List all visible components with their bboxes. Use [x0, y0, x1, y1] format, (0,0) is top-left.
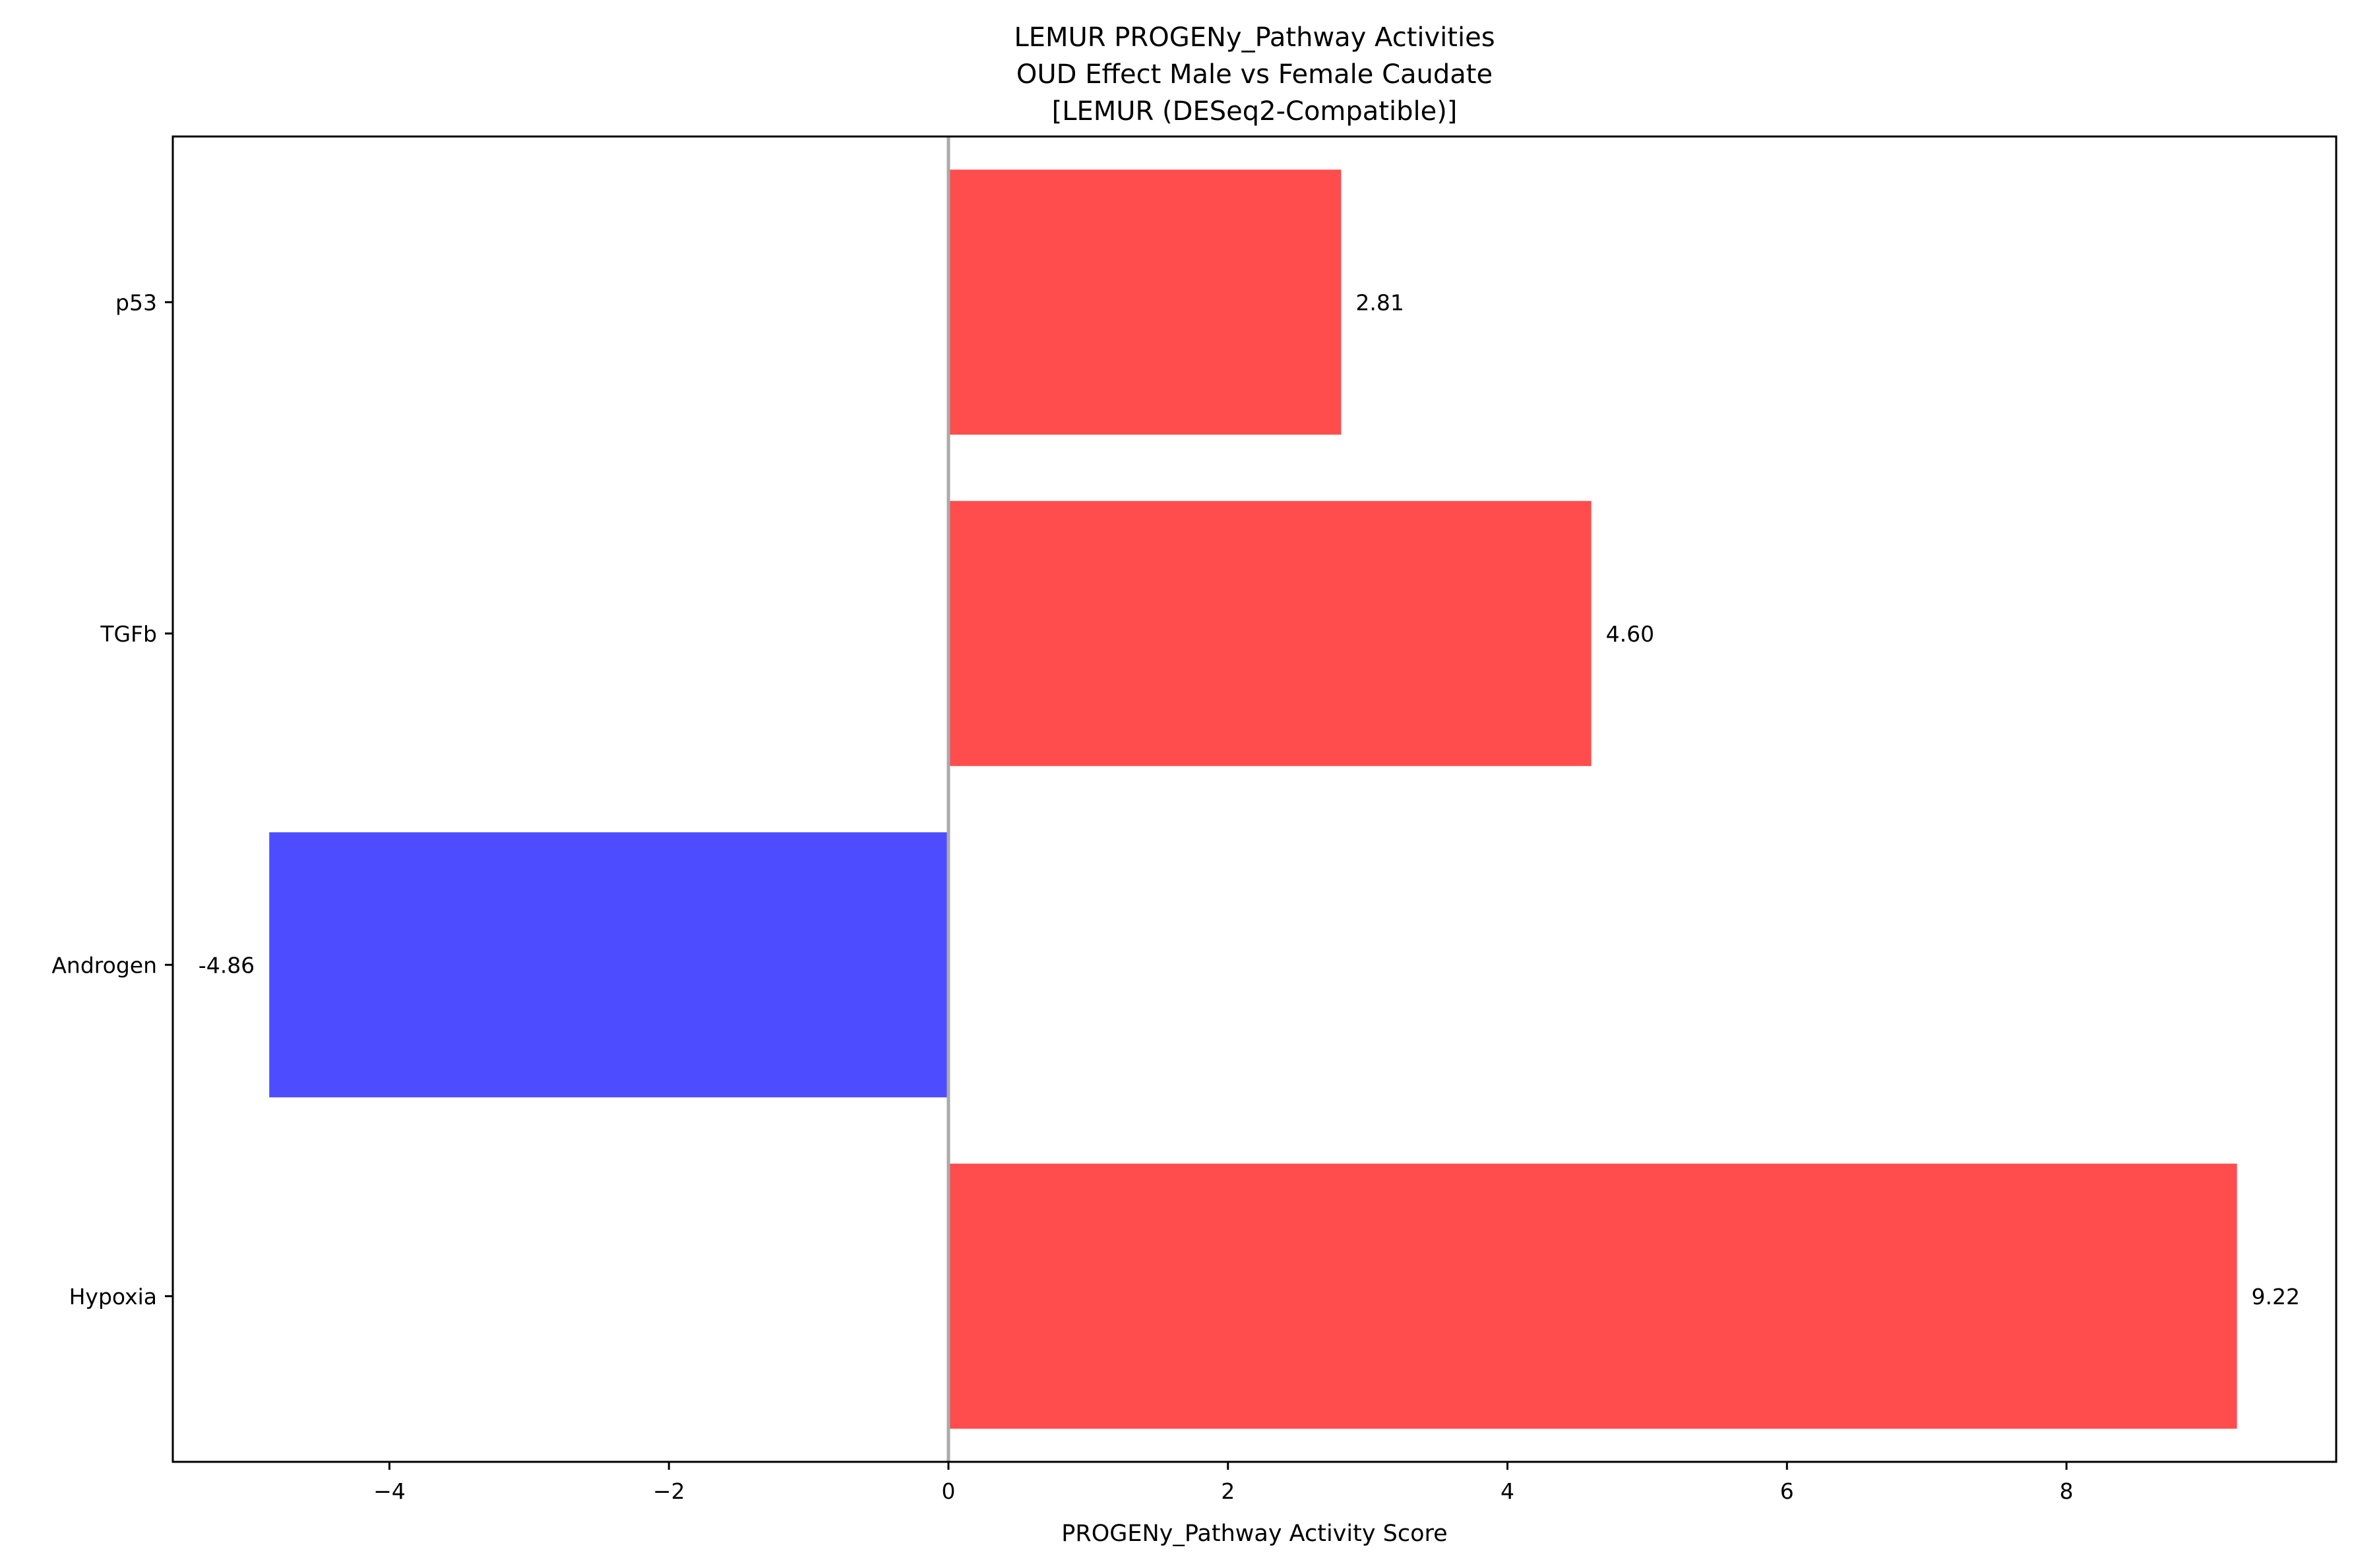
x-tick-label: 4	[1501, 1478, 1514, 1504]
y-tick-label-tgfb: TGFb	[100, 621, 157, 647]
bar-tgfb	[948, 500, 1592, 766]
x-axis-ticks: −4 −2 0 2 4 6 8	[373, 1462, 2074, 1504]
x-tick-label: 2	[1221, 1478, 1235, 1504]
y-tick-label-p53: p53	[115, 289, 157, 315]
x-tick-label: −4	[373, 1478, 406, 1504]
bar-p53	[948, 169, 1342, 435]
chart-title-line-3: [LEMUR (DESeq2-Compatible)]	[1052, 96, 1458, 127]
x-tick-label: 0	[941, 1478, 955, 1504]
bars	[269, 169, 2237, 1429]
x-axis-label: PROGENy_Pathway Activity Score	[1061, 1521, 1447, 1547]
bar-value-label-tgfb: 4.60	[1606, 621, 1654, 647]
bar-value-label-hypoxia: 9.22	[2252, 1284, 2300, 1310]
bar-androgen	[269, 832, 948, 1098]
y-tick-label-androgen: Androgen	[51, 952, 157, 978]
y-tick-label-hypoxia: Hypoxia	[69, 1284, 157, 1310]
x-tick-label: 6	[1780, 1478, 1794, 1504]
bar-hypoxia	[948, 1163, 2237, 1429]
bar-value-labels: 2.81 4.60 -4.86 9.22	[199, 289, 2300, 1310]
bar-value-label-androgen: -4.86	[199, 952, 255, 978]
axes-frame	[171, 135, 2338, 1463]
y-axis-ticks: p53 TGFb Androgen Hypoxia	[51, 289, 173, 1310]
chart-title-line-1: LEMUR PROGENy_Pathway Activities	[1014, 22, 1495, 53]
x-tick-label: −2	[653, 1478, 685, 1504]
x-tick-label: 8	[2060, 1478, 2074, 1504]
chart-title-line-2: OUD Effect Male vs Female Caudate	[1016, 59, 1493, 90]
bar-value-label-p53: 2.81	[1355, 289, 1404, 315]
chart-title: LEMUR PROGENy_Pathway Activities OUD Eff…	[1014, 22, 1495, 127]
